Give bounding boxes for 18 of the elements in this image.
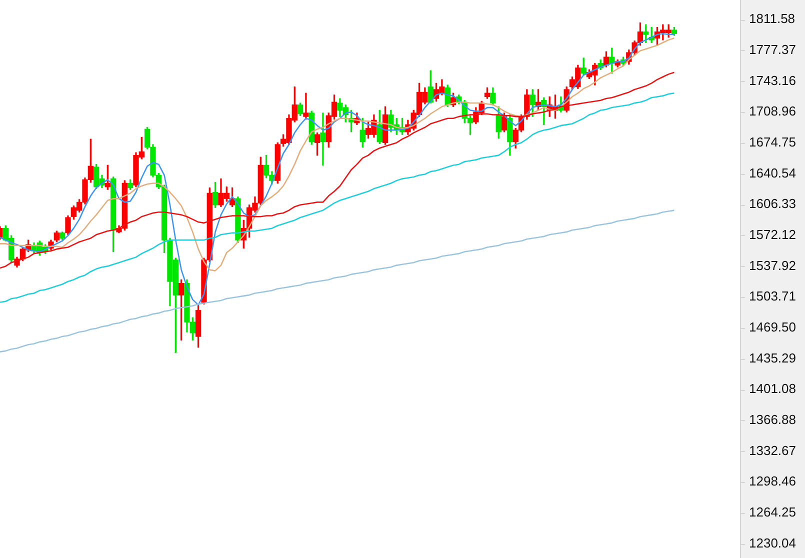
y-tick-label: 1708.96	[749, 104, 796, 119]
y-tick-label: 1230.04	[749, 535, 796, 550]
y-tick-label: 1435.29	[749, 350, 796, 366]
y-tick-label: 1572.12	[749, 227, 796, 242]
y-tick-label: 1366.88	[749, 412, 796, 428]
y-tick-label: 1469.50	[749, 320, 796, 335]
y-tick-label: 1606.33	[749, 196, 796, 212]
y-tick-label: 1264.25	[749, 504, 796, 520]
y-tick-label: 1537.92	[749, 258, 796, 273]
y-tick-label: 1674.75	[749, 134, 796, 150]
y-tick-label: 1777.37	[749, 42, 796, 57]
y-tick-label: 1332.67	[749, 442, 796, 458]
y-tick-label: 1743.16	[749, 72, 796, 88]
y-tick-label: 1298.46	[749, 474, 796, 489]
y-tick-label: 1401.08	[749, 381, 796, 396]
y-tick-label: 1640.54	[749, 165, 796, 180]
y-tick-label: 1811.58	[749, 11, 796, 26]
y-tick-label: 1503.71	[749, 288, 796, 304]
